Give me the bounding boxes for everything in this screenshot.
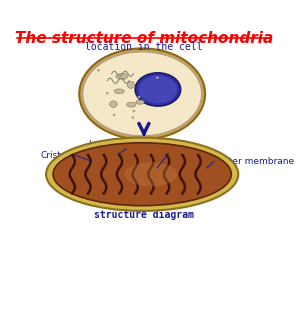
Text: The structure of mitochondria: The structure of mitochondria — [15, 31, 273, 46]
Ellipse shape — [156, 76, 159, 79]
Ellipse shape — [79, 48, 205, 139]
Ellipse shape — [106, 92, 109, 95]
Ellipse shape — [127, 82, 134, 88]
Text: location in the cell: location in the cell — [85, 42, 203, 52]
Ellipse shape — [116, 73, 128, 79]
Ellipse shape — [138, 96, 140, 98]
Ellipse shape — [125, 162, 177, 186]
Ellipse shape — [135, 73, 181, 106]
Text: Cristae: Cristae — [40, 150, 72, 160]
Ellipse shape — [83, 52, 202, 136]
Ellipse shape — [132, 116, 134, 119]
Text: structure diagram: structure diagram — [94, 210, 194, 220]
Ellipse shape — [127, 102, 136, 107]
Ellipse shape — [133, 110, 135, 113]
Text: Outer membrane: Outer membrane — [216, 157, 294, 166]
Ellipse shape — [123, 78, 125, 80]
Ellipse shape — [136, 100, 144, 104]
Ellipse shape — [46, 138, 238, 211]
Ellipse shape — [139, 76, 177, 104]
Ellipse shape — [53, 143, 231, 206]
Ellipse shape — [110, 101, 117, 107]
Ellipse shape — [113, 114, 116, 116]
Text: Matrix: Matrix — [168, 144, 197, 153]
Ellipse shape — [97, 69, 100, 72]
Text: Inner membrane: Inner membrane — [88, 140, 164, 149]
Ellipse shape — [114, 89, 124, 94]
